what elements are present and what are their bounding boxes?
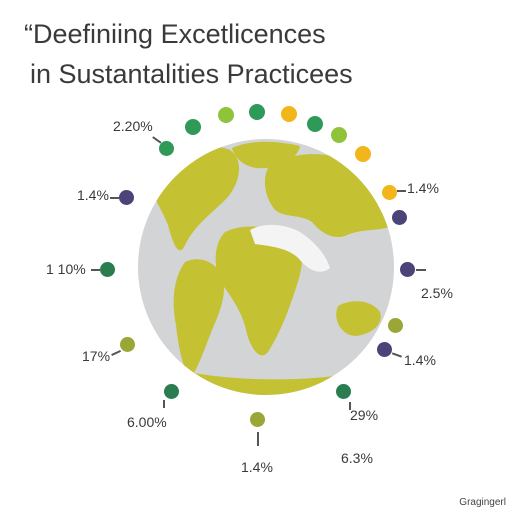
marker-dot-bottom-left xyxy=(164,384,179,399)
label-bottom-left: 6.00% xyxy=(127,414,167,430)
label-top-left: 2.20% xyxy=(113,118,153,134)
globe-highlight xyxy=(250,224,330,272)
marker-dot-top-4 xyxy=(281,106,297,122)
marker-dot-bottom-center xyxy=(250,412,265,427)
leader-line xyxy=(397,190,406,192)
leader-line xyxy=(257,432,259,446)
marker-dot-right-lower-1 xyxy=(388,318,403,333)
label-bottom-right-upper: 29% xyxy=(350,407,379,423)
marker-dot-left-upper xyxy=(119,190,134,205)
marker-dot-top-left xyxy=(159,141,174,156)
marker-dot-right-upper-2 xyxy=(392,210,407,225)
label-left-upper: 1.4% xyxy=(77,187,109,203)
label-bottom-center: 1.4% xyxy=(241,459,273,475)
leader-line xyxy=(163,400,165,408)
page-title: “Deefinіing Excetlicences in Sustantalit… xyxy=(24,14,494,94)
title-line-2: in Sustantalities Practicees xyxy=(30,59,353,89)
label-right-middle: 2.5% xyxy=(421,285,453,301)
marker-dot-right-lower-2 xyxy=(377,342,392,357)
marker-dot-bottom-right xyxy=(336,384,351,399)
marker-dot-right-upper-1 xyxy=(382,185,397,200)
label-left-middle: 1 10% xyxy=(46,261,86,277)
marker-dot-top-6 xyxy=(331,127,347,143)
marker-dot-left-lower xyxy=(120,337,135,352)
marker-dot-top-2 xyxy=(218,107,234,123)
label-right-upper: 1.4% xyxy=(407,180,439,196)
marker-dot-left-middle xyxy=(100,262,115,277)
label-bottom-right-lower: 6.3% xyxy=(341,450,373,466)
marker-dot-top-1 xyxy=(185,119,201,135)
leader-line xyxy=(349,402,351,410)
marker-dot-top-3 xyxy=(249,104,265,120)
leader-line xyxy=(416,269,426,271)
label-right-lower: 1.4% xyxy=(404,352,436,368)
leader-line xyxy=(91,269,100,271)
label-left-lower: 17% xyxy=(82,348,111,364)
marker-dot-top-7 xyxy=(355,146,371,162)
marker-dot-top-5 xyxy=(307,116,323,132)
leader-line xyxy=(110,197,119,199)
marker-dot-right-middle xyxy=(400,262,415,277)
title-line-1: “Deefinіing Excetlicences xyxy=(24,19,326,49)
watermark: Gragingerl xyxy=(459,497,506,508)
